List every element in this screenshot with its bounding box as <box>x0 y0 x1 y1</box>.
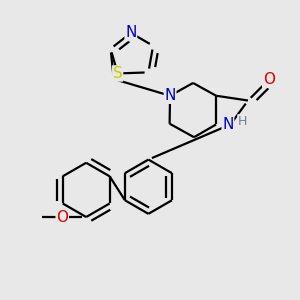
Text: N: N <box>125 26 136 40</box>
Text: O: O <box>56 209 68 224</box>
Text: N: N <box>222 117 234 132</box>
Text: S: S <box>113 66 123 81</box>
Text: H: H <box>238 115 247 128</box>
Text: N: N <box>164 88 176 103</box>
Text: O: O <box>263 72 275 87</box>
